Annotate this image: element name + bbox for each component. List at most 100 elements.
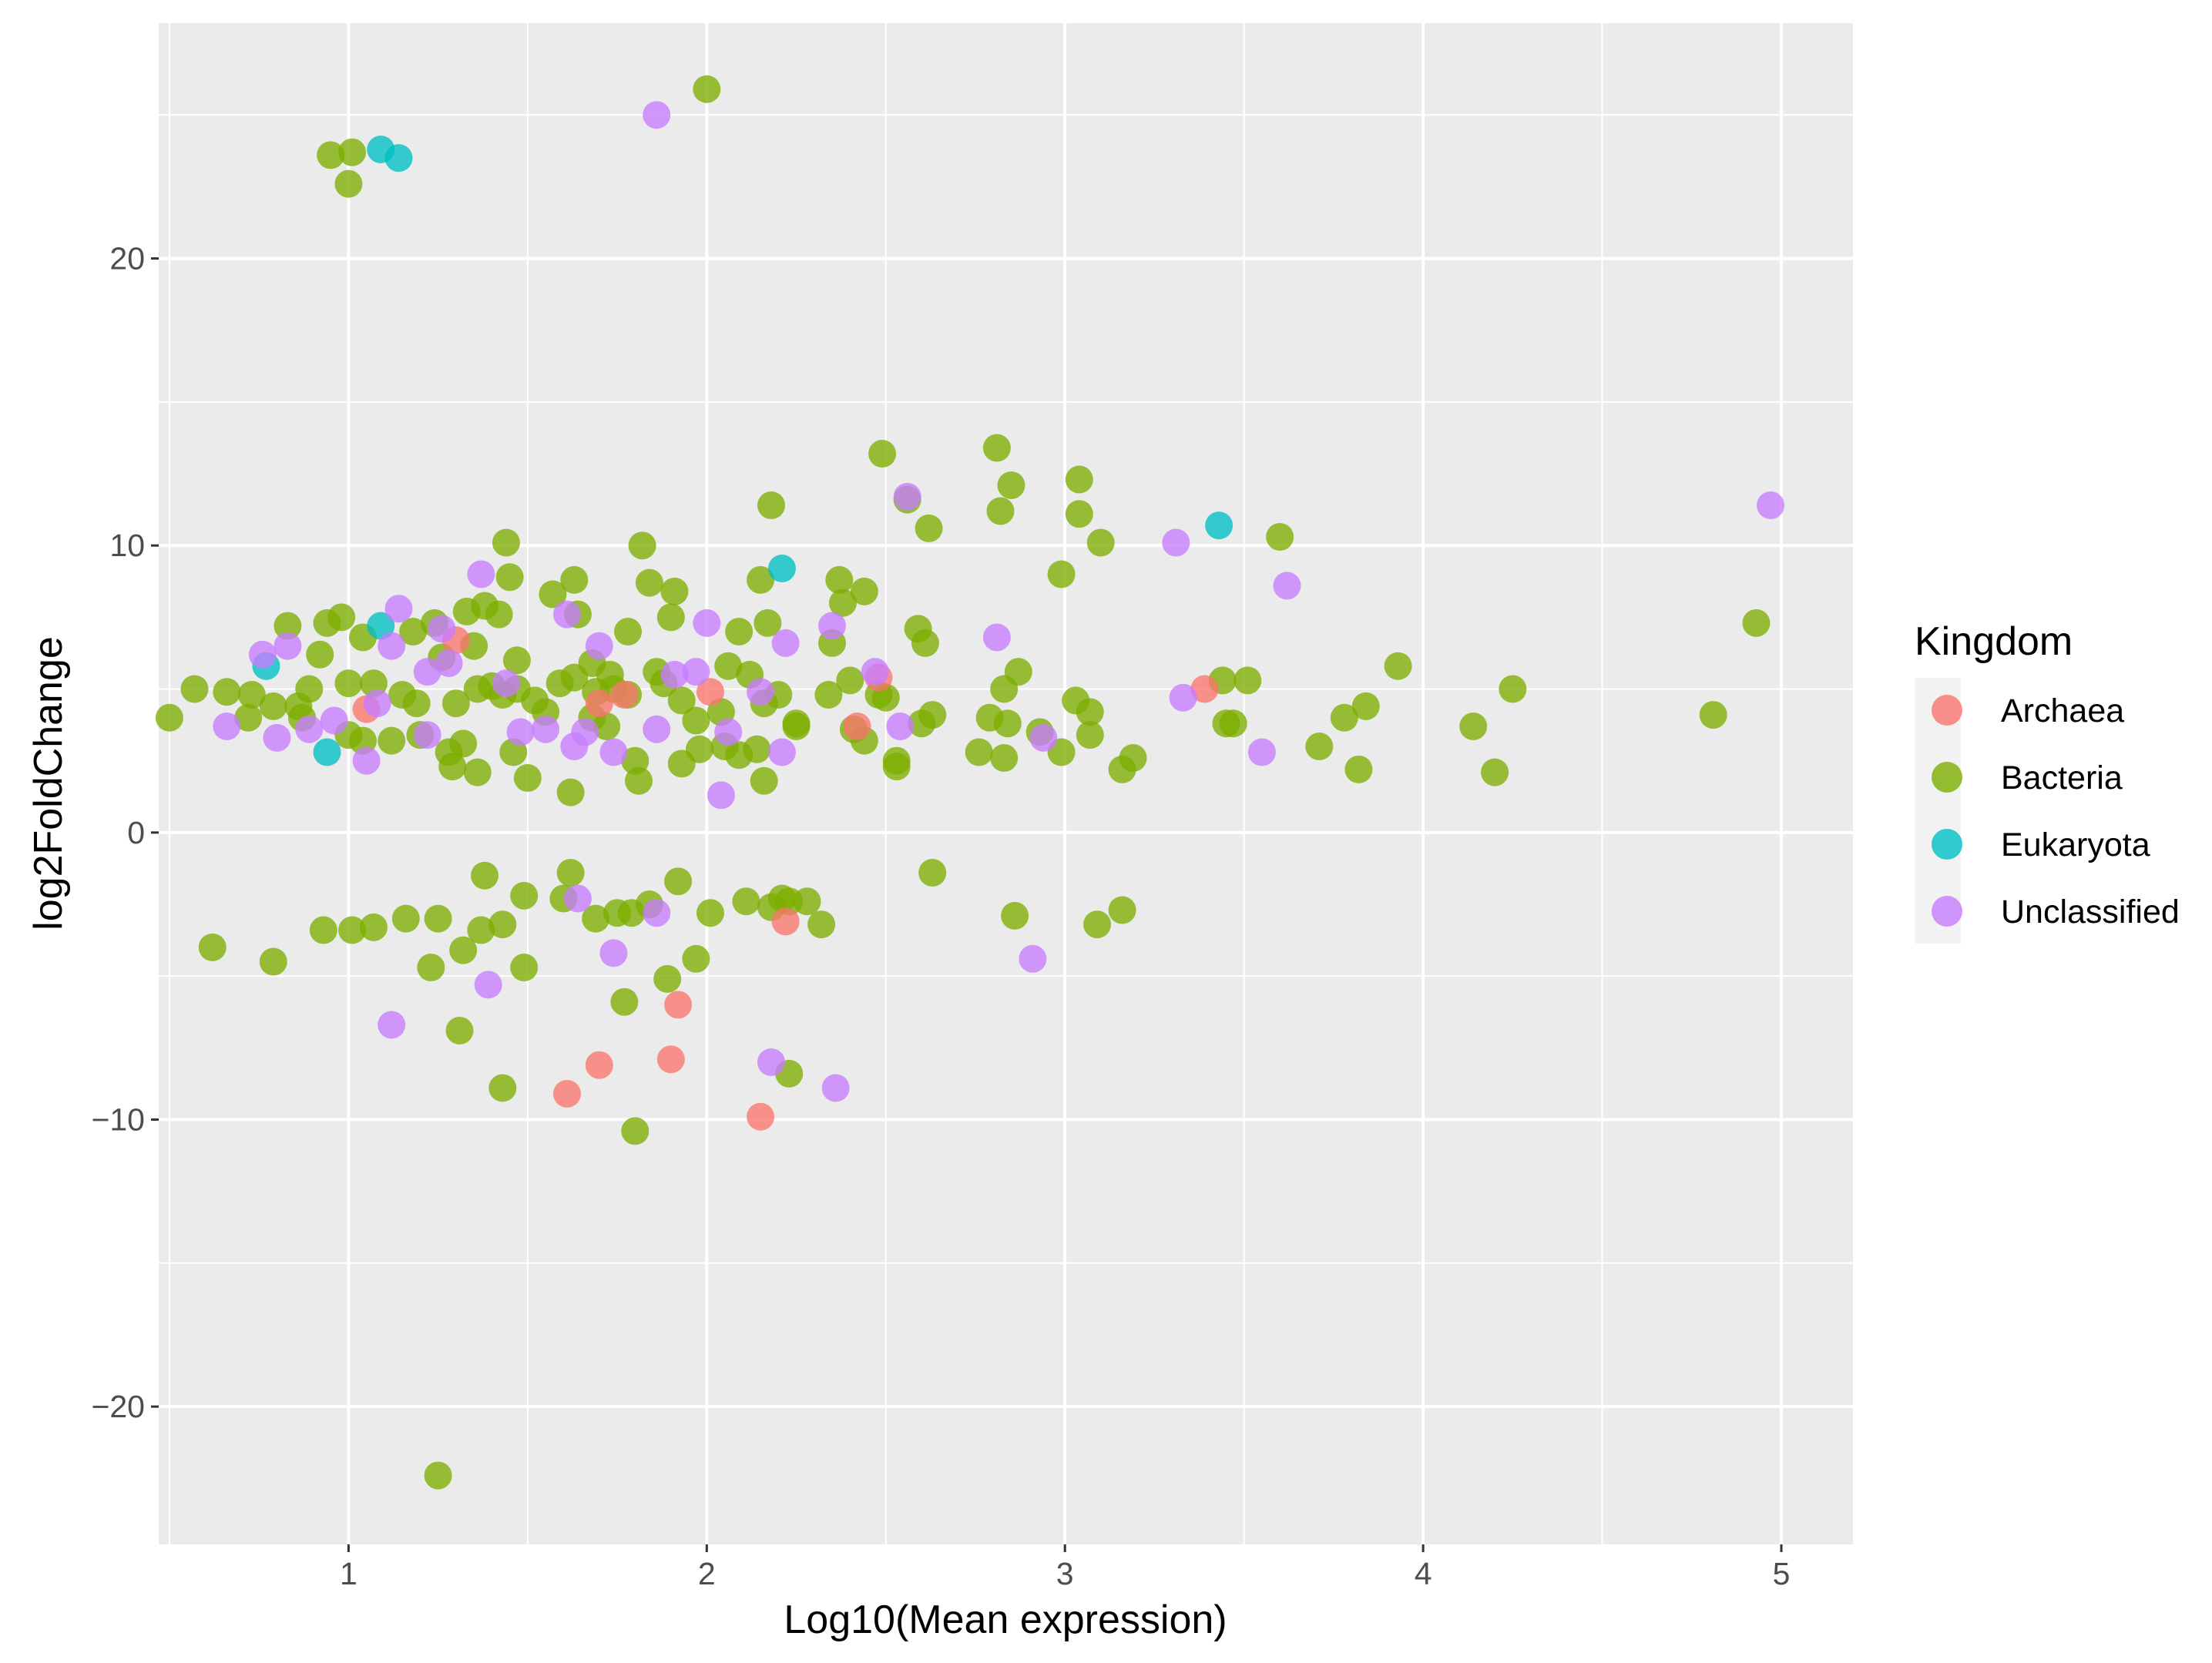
data-point-bacteria: [1266, 523, 1294, 552]
data-point-bacteria: [982, 434, 1011, 462]
data-point-bacteria: [682, 706, 710, 735]
data-point-bacteria: [317, 141, 345, 169]
data-point-unclassified: [1029, 723, 1058, 752]
data-point-bacteria: [1076, 698, 1104, 726]
data-point-unclassified: [893, 482, 921, 511]
data-point-bacteria: [313, 609, 341, 637]
data-point-bacteria: [1305, 733, 1334, 761]
data-point-bacteria: [825, 565, 854, 594]
data-point-bacteria: [628, 531, 656, 560]
data-point-unclassified: [1019, 944, 1047, 973]
data-point-bacteria: [198, 933, 227, 961]
data-point-bacteria: [1086, 528, 1115, 557]
data-point-bacteria: [686, 735, 714, 763]
data-point-bacteria: [997, 471, 1025, 499]
data-point-bacteria: [757, 491, 785, 520]
data-point-archaea: [771, 907, 800, 936]
data-point-bacteria: [467, 916, 495, 944]
y-tick-label: 0: [127, 815, 145, 850]
data-point-unclassified: [643, 715, 671, 743]
data-point-bacteria: [592, 712, 621, 740]
y-tick-label: 10: [109, 528, 145, 563]
data-point-unclassified: [886, 712, 915, 740]
data-point-bacteria: [656, 603, 685, 632]
data-point-bacteria: [417, 953, 445, 981]
data-point-unclassified: [295, 715, 324, 743]
data-point-unclassified: [263, 723, 291, 752]
data-point-unclassified: [643, 101, 671, 129]
data-point-bacteria: [424, 904, 452, 933]
data-point-unclassified: [747, 678, 775, 706]
x-tick-label: 2: [698, 1556, 716, 1591]
data-point-unclassified: [1273, 572, 1301, 600]
data-point-unclassified: [982, 623, 1011, 652]
data-point-unclassified: [682, 658, 710, 686]
data-point-unclassified: [378, 632, 406, 660]
data-point-bacteria: [1065, 465, 1093, 494]
data-point-unclassified: [599, 939, 628, 967]
data-point-bacteria: [990, 743, 1019, 772]
data-point-bacteria: [814, 680, 843, 709]
y-axis-title: log2FoldChange: [26, 636, 71, 930]
data-point-bacteria: [732, 887, 760, 916]
data-point-bacteria: [1499, 675, 1527, 703]
data-point-bacteria: [1344, 755, 1373, 783]
data-point-bacteria: [488, 1074, 517, 1102]
data-point-bacteria: [237, 680, 266, 709]
data-point-bacteria: [452, 597, 481, 625]
x-axis-title: Log10(Mean expression): [784, 1598, 1227, 1642]
data-point-bacteria: [471, 861, 499, 890]
x-axis: 1 2 3 4 5: [340, 1544, 1790, 1591]
data-point-bacteria: [1108, 896, 1136, 924]
data-point-unclassified: [818, 612, 847, 640]
data-point-bacteria: [667, 686, 696, 715]
legend: Kingdom Archaea Bacteria Eukaryota Unclassi…: [1915, 619, 2180, 944]
data-point-bacteria: [378, 726, 406, 755]
data-point-unclassified: [771, 629, 800, 657]
data-point-bacteria: [560, 663, 589, 692]
data-point-bacteria: [274, 612, 302, 640]
data-point-bacteria: [259, 692, 287, 720]
data-point-bacteria: [793, 887, 821, 916]
data-point-bacteria: [747, 565, 775, 594]
legend-key-archaea: [1932, 695, 1962, 726]
data-point-unclassified: [413, 721, 441, 749]
data-point-bacteria: [359, 913, 388, 941]
legend-key-unclassified: [1932, 896, 1962, 927]
data-point-unclassified: [274, 632, 302, 660]
data-point-bacteria: [915, 514, 943, 542]
data-point-bacteria: [1083, 910, 1112, 939]
data-point-unclassified: [1247, 738, 1276, 766]
data-point-bacteria: [828, 588, 857, 617]
data-point-unclassified: [1169, 683, 1197, 712]
data-point-bacteria: [510, 881, 539, 910]
x-tick-label: 1: [340, 1556, 357, 1591]
data-point-bacteria: [334, 669, 363, 698]
data-point-unclassified: [660, 660, 689, 689]
data-point-bacteria: [624, 766, 653, 795]
data-point-unclassified: [384, 595, 413, 623]
data-point-bacteria: [990, 675, 1019, 703]
x-tick-label: 4: [1415, 1556, 1432, 1591]
data-point-bacteria: [495, 563, 524, 592]
data-point-unclassified: [363, 689, 391, 718]
data-point-bacteria: [510, 953, 539, 981]
data-point-unclassified: [552, 600, 581, 629]
data-point-bacteria: [993, 709, 1022, 738]
data-point-bacteria: [560, 565, 589, 594]
data-point-bacteria: [213, 678, 241, 706]
legend-label-eukaryota: Eukaryota: [2001, 826, 2150, 863]
data-point-bacteria: [234, 703, 263, 732]
data-point-unclassified: [213, 712, 241, 740]
data-point-bacteria: [1047, 560, 1076, 588]
data-point-bacteria: [714, 652, 743, 680]
data-point-unclassified: [571, 718, 599, 746]
data-point-unclassified: [352, 746, 381, 775]
data-point-unclassified: [767, 738, 796, 766]
data-point-eukaryota: [1205, 511, 1234, 540]
data-point-eukaryota: [313, 738, 341, 766]
data-point-bacteria: [754, 609, 782, 637]
data-point-unclassified: [474, 971, 502, 999]
data-point-unclassified: [563, 884, 592, 913]
data-point-unclassified: [378, 1011, 406, 1039]
